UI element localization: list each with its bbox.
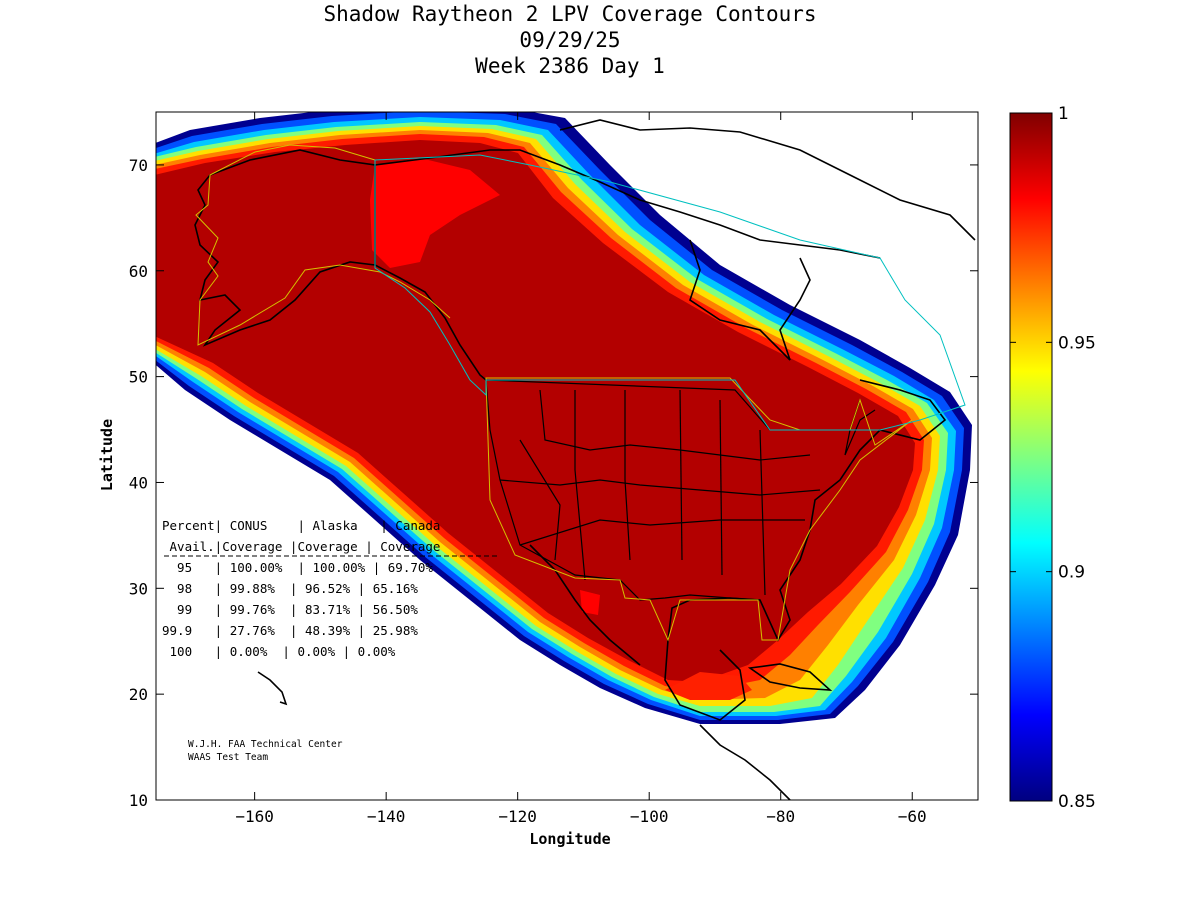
coastlines [194,119,976,800]
contour-patch-gulf [665,672,752,700]
contour-band-100 [156,140,915,682]
plot-date: 09/29/25 [519,28,621,52]
service-volumes [195,144,966,642]
table-header-2: Avail.|Coverage |Coverage | Coverage [162,539,440,554]
y-tick-label: 30 [129,579,148,598]
x-tick-label: −100 [630,807,669,826]
colorbar-tick-label: 0.95 [1058,333,1096,353]
x-tick-label: −60 [898,807,927,826]
x-tick-label: −140 [367,807,406,826]
y-tick-label: 70 [129,156,148,175]
table-header-1: Percent| CONUS | Alaska | Canada [162,518,440,533]
x-axis-label: Longitude [529,830,610,848]
contour-patch-yukon [370,158,500,268]
credit-line-1: W.J.H. FAA Technical Center [188,739,343,750]
plot-week-day: Week 2386 Day 1 [475,54,665,78]
table-row: 99 | 99.76% | 83.71% | 56.50% [162,602,418,617]
x-tick-label: −160 [235,807,274,826]
colorbar-ticks: 1 0.95 0.9 0.85 [1010,104,1096,812]
coastline-canada-west [374,264,487,381]
coastline-alaska [194,149,376,347]
x-tick-label: −120 [498,807,537,826]
y-tick-label: 50 [129,368,148,387]
table-row: 95 | 100.00% | 100.00% | 69.70% [162,560,433,575]
colorbar-tick-label: 1 [1058,104,1069,124]
coastline-baja [529,544,641,666]
credit-line-2: WAAS Test Team [188,752,268,763]
y-axis: 10 20 30 40 50 60 70 [129,156,978,810]
y-tick-label: 40 [129,473,148,492]
x-tick-label: −80 [766,807,795,826]
x-axis: −160 −140 −120 −100 −80 −60 [235,112,927,826]
coastline-hudson [689,239,811,361]
coastline-east [664,379,947,721]
alaska-service-volume [195,144,451,346]
table-row: 100 | 0.00% | 0.00% | 0.00% [162,644,396,659]
island-hawaii [257,671,288,706]
y-tick-label: 10 [129,791,148,810]
coastline-cuba [747,663,833,691]
plot-frame [155,111,979,801]
y-tick-label: 60 [129,262,148,281]
coverage-table: Percent| CONUS | Alaska | Canada Avail.|… [162,518,500,659]
coastline-arctic [374,149,881,259]
plot-title: Shadow Raytheon 2 LPV Coverage Contours [323,2,817,26]
colorbar [1009,112,1053,802]
coastline-centralamerica [699,724,791,800]
coverage-contours [156,112,972,724]
contour-patch-mexico [580,590,600,615]
y-tick-label: 20 [129,685,148,704]
canada-service-volume [374,154,966,431]
colorbar-tick-label: 0.9 [1058,563,1085,583]
table-row: 99.9 | 27.76% | 48.39% | 25.98% [162,623,418,638]
coastline-greenland-islands [559,119,976,241]
y-axis-label: Latitude [98,419,116,491]
colorbar-tick-label: 0.85 [1058,792,1096,812]
table-row: 98 | 99.88% | 96.52% | 65.16% [162,581,418,596]
state-boundaries [485,379,876,601]
